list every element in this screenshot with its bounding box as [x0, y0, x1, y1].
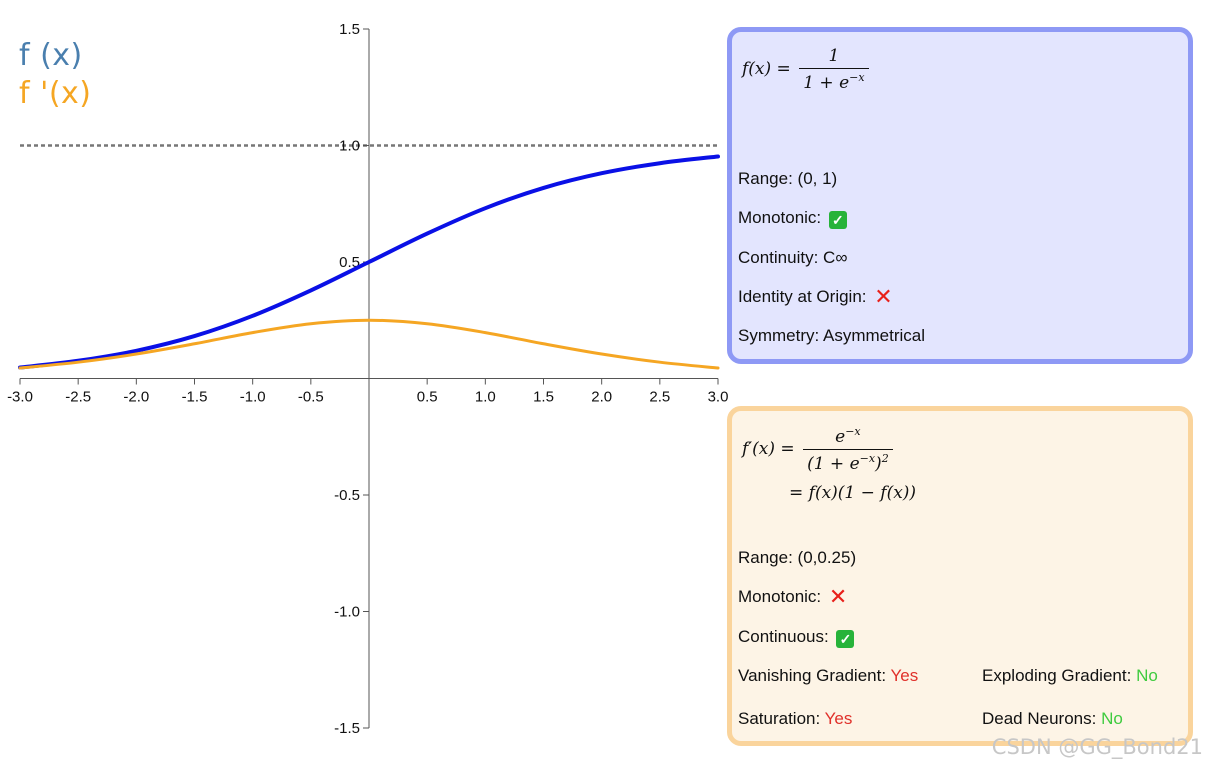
range-text: Range: (0, 1): [738, 169, 838, 188]
symmetry-text: Symmetry: Asymmetrical: [738, 326, 926, 345]
y-tick-label: -1.5: [334, 720, 360, 737]
drange-text: Range: (0,0.25): [738, 548, 857, 567]
x-tick-label: 1.0: [475, 389, 496, 406]
monotonic-row: Monotonic: ✓: [738, 208, 847, 229]
continuous-row: Continuous: ✓: [738, 627, 855, 648]
x-tick-label: 3.0: [708, 389, 728, 406]
den-part-a: (1 + e: [807, 454, 860, 474]
dead-neurons-label: Dead Neurons:: [982, 709, 1097, 728]
den-square: 2: [881, 452, 889, 465]
x-tick-label: -2.0: [123, 389, 149, 406]
exploding-label: Exploding Gradient:: [982, 666, 1132, 685]
x-tick-label: -3.0: [7, 389, 33, 406]
series-df-line: [18, 318, 720, 370]
dead-neurons-row: Dead Neurons: No: [982, 709, 1123, 729]
dead-neurons-value: No: [1101, 709, 1123, 728]
y-tick-label: 1.0: [339, 138, 360, 155]
legend-f: f (x): [19, 38, 83, 73]
derivative-info-panel: f′(x) = e−x (1 + e−x)2 = f(x)(1 − f(x)) …: [727, 406, 1193, 746]
x-tick-label: 0.5: [417, 389, 438, 406]
legend-df: f '(x): [19, 76, 92, 111]
x-tick-label: 2.0: [591, 389, 612, 406]
check-icon: ✓: [836, 630, 855, 648]
function-plot: -3.0 -2.5 -2.0 -1.5 -1.0 -0.5 0.5 1.0 1.5 2.0 2.5 3…: [7, 21, 728, 737]
x-tick-label: -1.0: [240, 389, 266, 406]
x-tick-label: 2.5: [649, 389, 670, 406]
dformula-numerator: e−x: [831, 425, 864, 449]
identity-row: Identity at Origin: ✕: [738, 285, 893, 310]
num-base: e: [835, 427, 846, 447]
dformula-denominator: (1 + e−x)2: [803, 449, 893, 474]
x-tick-label: 1.5: [533, 389, 554, 406]
x-tick-label: -2.5: [65, 389, 91, 406]
formula-denominator: 1 + e−x: [799, 68, 869, 93]
cross-icon: ✕: [874, 285, 893, 310]
saturation-value: Yes: [824, 709, 853, 728]
cross-icon: ✕: [828, 585, 848, 610]
formula-numerator: 1: [828, 46, 840, 66]
dmonotonic-row: Monotonic: ✕: [738, 585, 848, 610]
check-icon: ✓: [828, 211, 847, 229]
saturation-label: Saturation:: [738, 709, 821, 728]
exploding-row: Exploding Gradient: No: [982, 666, 1158, 686]
dmonotonic-label: Monotonic:: [738, 587, 822, 606]
saturation-row: Saturation: Yes: [738, 709, 852, 729]
sigmoid-formula: f(x) = 1 1 + e−x: [742, 46, 872, 93]
derivative-formula: f′(x) = e−x (1 + e−x)2: [742, 425, 896, 474]
exploding-value: No: [1136, 666, 1158, 685]
y-tick-label: -0.5: [334, 487, 360, 504]
y-tick-label: -1.0: [334, 604, 360, 621]
vanishing-value: Yes: [890, 666, 919, 685]
identity-label: Identity at Origin:: [738, 287, 867, 306]
watermark: CSDN @GG_Bond21: [991, 735, 1203, 759]
monotonic-label: Monotonic:: [738, 208, 822, 227]
x-tick-label: -1.5: [182, 389, 208, 406]
num-exponent: −x: [845, 425, 861, 438]
formula-lhs: f(x) =: [742, 59, 791, 79]
derivative-formula-line2: = f(x)(1 − f(x)): [789, 483, 917, 503]
continuity-text: Continuity: C∞: [738, 248, 848, 267]
den-part-b: ): [875, 454, 882, 474]
continuous-label: Continuous:: [738, 627, 829, 646]
series-f-line: [18, 154, 720, 370]
dformula-fraction: e−x (1 + e−x)2: [803, 425, 893, 474]
vanishing-label: Vanishing Gradient:: [738, 666, 887, 685]
formula-fraction: 1 1 + e−x: [799, 46, 869, 93]
sigmoid-info-panel: f(x) = 1 1 + e−x Range: (0, 1) Monotonic…: [727, 27, 1193, 364]
den-exponent: −x: [849, 71, 865, 84]
x-tick-label: -0.5: [298, 389, 324, 406]
vanishing-row: Vanishing Gradient: Yes: [738, 666, 918, 686]
y-tick-label: 1.5: [339, 21, 360, 38]
dformula-lhs: f′(x) =: [742, 439, 795, 459]
den-base: 1 + e: [803, 73, 850, 93]
den-exponent: −x: [859, 452, 876, 465]
y-tick-label: 0.5: [339, 254, 360, 271]
